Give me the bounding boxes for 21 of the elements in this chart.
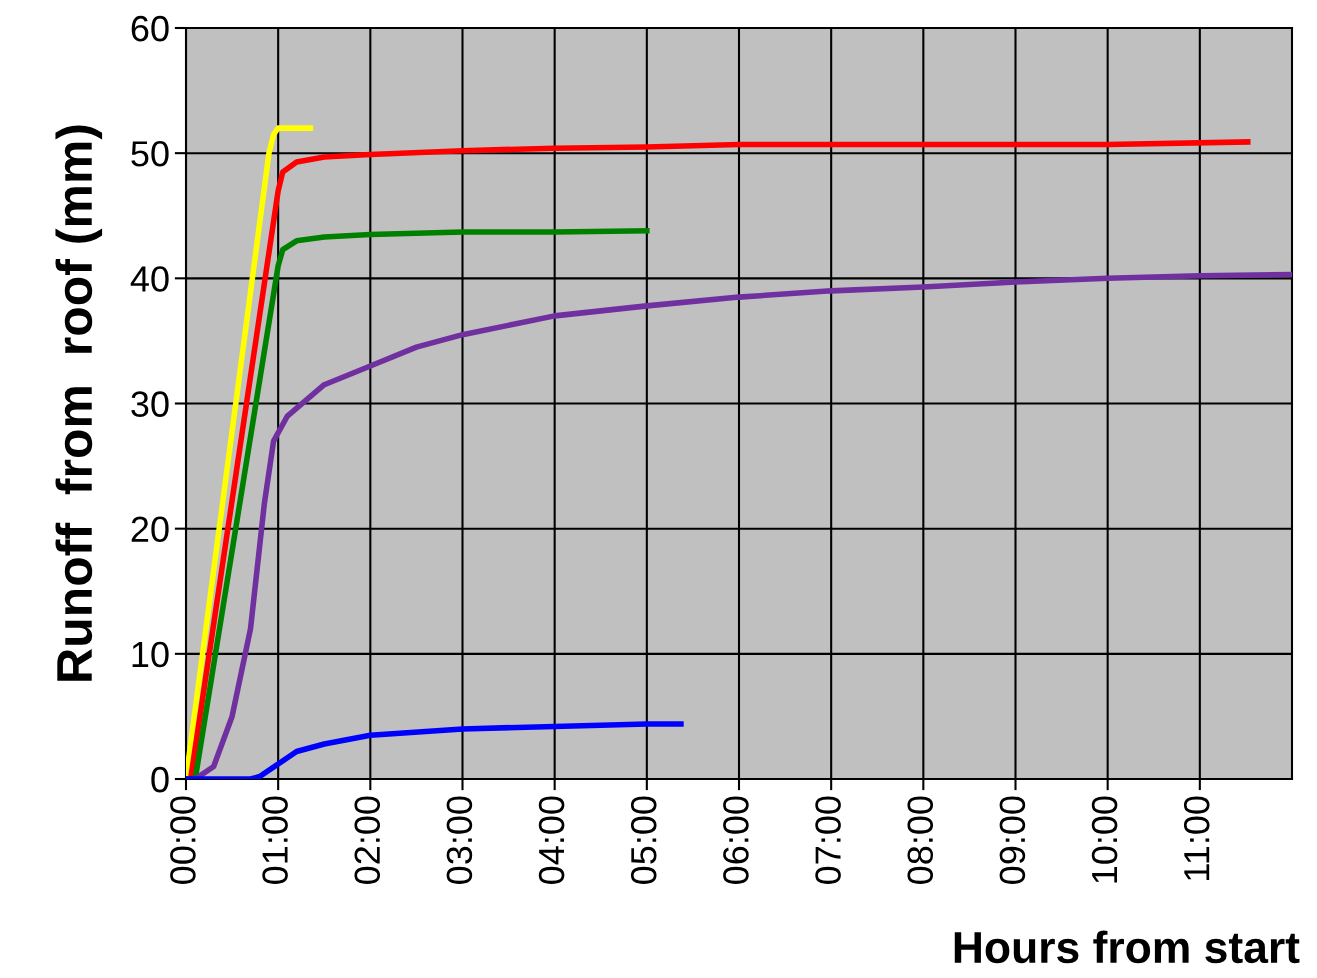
x-tick-label: 06:00 <box>723 796 749 884</box>
y-tick-label: 30 <box>131 391 169 417</box>
y-tick-label: 0 <box>151 766 169 793</box>
x-tick-label: 08:00 <box>907 796 934 884</box>
x-tick-label: 00:00 <box>170 796 196 884</box>
y-tick-label: 60 <box>131 15 169 42</box>
x-tick-label: 01:00 <box>262 796 288 884</box>
x-tick-label: 05:00 <box>630 796 657 884</box>
y-tick-label: 20 <box>131 516 169 543</box>
x-tick-label: 10:00 <box>1091 796 1118 883</box>
x-tick-label: 03:00 <box>446 796 473 884</box>
x-tick-label: 04:00 <box>538 796 565 884</box>
x-axis-title: Hours from start <box>954 930 1300 964</box>
x-tick-label: 02:00 <box>354 796 381 884</box>
x-tick-label: 07:00 <box>815 796 841 884</box>
y-tick-label: 50 <box>131 141 169 167</box>
y-axis-title: Runoff from roof (mm) <box>55 125 103 681</box>
x-tick-label: 09:00 <box>999 796 1026 884</box>
x-tick-label: 11:00 <box>1183 796 1210 880</box>
y-tick-label: 40 <box>130 266 169 292</box>
y-tick-label: 10 <box>132 641 169 668</box>
